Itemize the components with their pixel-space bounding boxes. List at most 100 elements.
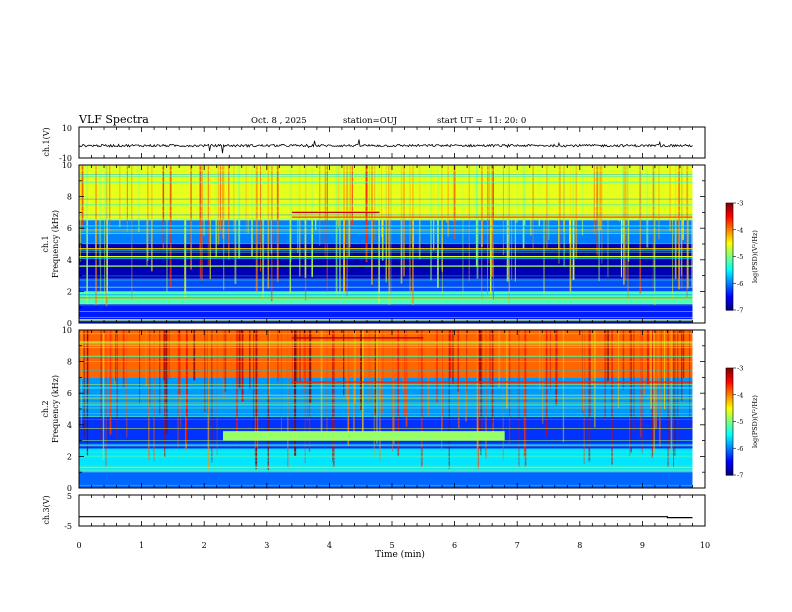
ch2-sferic-streak: [542, 330, 544, 424]
colorbar-segment: [726, 290, 733, 293]
ch2-sferic-streak: [238, 330, 241, 390]
ch1-sferic-streak: [569, 165, 572, 292]
ch2-sferic-streak: [216, 330, 218, 455]
ch1-sferic-streak: [146, 165, 148, 261]
ch1-sferic-streak: [601, 165, 603, 264]
ch1-sferic-streak: [299, 165, 301, 277]
ch1-sferic-streak: [620, 165, 623, 278]
ch1-sferic-streak: [304, 165, 307, 278]
ch2-sferic-streak: [502, 330, 505, 460]
ch2-sferic-streak: [326, 330, 328, 433]
colorbar-segment: [726, 254, 733, 258]
ch2-sferic-streak: [498, 330, 500, 388]
ch2-sferic-streak: [630, 330, 632, 453]
ch1-noise-line: [79, 316, 693, 318]
ch3-ytick-top: 5: [67, 492, 72, 501]
ch1-sferic-streak: [543, 165, 545, 296]
ch2-sferic-streak: [353, 330, 355, 437]
ch2-sferic-streak: [650, 330, 653, 409]
colorbar-tick-label: -6: [737, 445, 743, 453]
ch2-sferic-streak: [506, 330, 508, 409]
ch2-sferic-streak: [682, 330, 685, 378]
ch1-sferic-streak: [522, 165, 525, 249]
colorbar-segment: [726, 267, 733, 270]
ch1-sferic-streak: [581, 165, 584, 236]
colorbar-segment: [726, 251, 733, 254]
ch2-noise-line: [79, 451, 693, 453]
ch2-sferic-streak: [641, 330, 643, 454]
ch1-sferic-streak: [598, 165, 600, 282]
ch1-noise-line: [79, 294, 693, 296]
station-label: station=OUJ: [343, 116, 398, 126]
ch2-sferic-streak: [268, 330, 270, 396]
ch1-sferic-streak: [95, 165, 97, 305]
colorbar-segment: [726, 231, 733, 234]
ch2-band-0: [79, 330, 693, 378]
colorbar-segment: [726, 233, 733, 236]
colorbar-segment: [726, 260, 733, 263]
ch1-sferic-streak: [388, 165, 390, 282]
ch2-noise-line: [79, 456, 693, 458]
ch1-sferic-streak: [558, 165, 560, 249]
ch1-sferic-streak: [622, 165, 624, 244]
ch1-sferic-streak: [400, 165, 403, 284]
ch2-sferic-streak: [374, 330, 377, 416]
ch1-sferic-streak: [559, 165, 561, 252]
ch1-sferic-streak: [351, 165, 354, 226]
ch2-sferic-streak: [539, 330, 541, 391]
ch2-tone-3: [79, 466, 693, 469]
colorbar-segment: [726, 276, 733, 279]
ch1-noise-line: [79, 170, 693, 172]
colorbar-segment: [726, 453, 733, 456]
ch1-freq-tick-label: 0: [67, 319, 72, 328]
ch1-freq-tick-label: 6: [67, 224, 72, 233]
ch2-sferic-streak: [207, 330, 210, 470]
ch2-sferic-streak: [643, 330, 646, 395]
ch2-freq-tick-label: 0: [67, 484, 72, 493]
ch1-sferic-streak: [346, 165, 348, 297]
ch1-sferic-streak: [150, 165, 153, 272]
colorbar-tick-label: -5: [737, 418, 743, 426]
colorbar-segment: [726, 423, 733, 426]
ch1-sferic-streak: [468, 165, 470, 282]
ch3-ylabel: ch.3(V): [42, 495, 51, 524]
ch2-sferic-streak: [207, 330, 209, 414]
ch2-sferic-streak: [639, 330, 642, 438]
time-tick-label: 10: [700, 541, 710, 550]
ch1-sferic-streak: [162, 165, 165, 249]
ch2-sferic-streak: [81, 330, 83, 380]
colorbar-segment: [726, 412, 733, 415]
ch1-sferic-streak: [548, 165, 550, 240]
ch2-sferic-streak: [655, 330, 658, 429]
time-tick-label: 1: [139, 541, 144, 550]
ch1-noise-line: [79, 279, 693, 281]
ch1-sferic-streak: [475, 165, 478, 267]
ch2-noise-line: [79, 443, 693, 445]
colorbar-segment: [726, 270, 733, 274]
colorbar-segment: [726, 244, 733, 247]
ch2-sferic-streak: [306, 330, 308, 422]
ch1-sferic-streak: [260, 165, 262, 272]
colorbar-segment: [726, 439, 733, 442]
ch2-frequency-tick-labels: 0 2 4 6 8 10: [62, 326, 72, 493]
ch2-sferic-streak: [361, 330, 363, 385]
ch2-sferic-streak: [255, 330, 257, 464]
ch2-sferic-streak: [382, 330, 384, 414]
colorbar-tick-label: -7: [737, 472, 743, 480]
ch1-sferic-streak: [147, 165, 149, 262]
colorbar-segment: [726, 400, 733, 403]
ch1-sferic-streak: [488, 165, 490, 264]
ch1-noise-line: [79, 198, 693, 200]
colorbar-segment: [726, 428, 733, 432]
ch2-colorbar-label: log(PSD)(V²/Hz): [751, 395, 759, 448]
ch2-sferic-streak: [670, 330, 673, 453]
ch1-sferic-streak: [447, 165, 449, 237]
ch2-sferic-streak: [302, 330, 305, 393]
date-label: Oct. 8 , 2025: [251, 116, 307, 126]
ch1-band-3: [79, 278, 693, 292]
colorbar-segment: [726, 224, 733, 227]
colorbar-segment: [726, 430, 733, 433]
ch1-sferic-streak: [618, 165, 621, 222]
ch1-noise-line: [79, 229, 693, 231]
ch2-noise-line: [79, 404, 693, 406]
